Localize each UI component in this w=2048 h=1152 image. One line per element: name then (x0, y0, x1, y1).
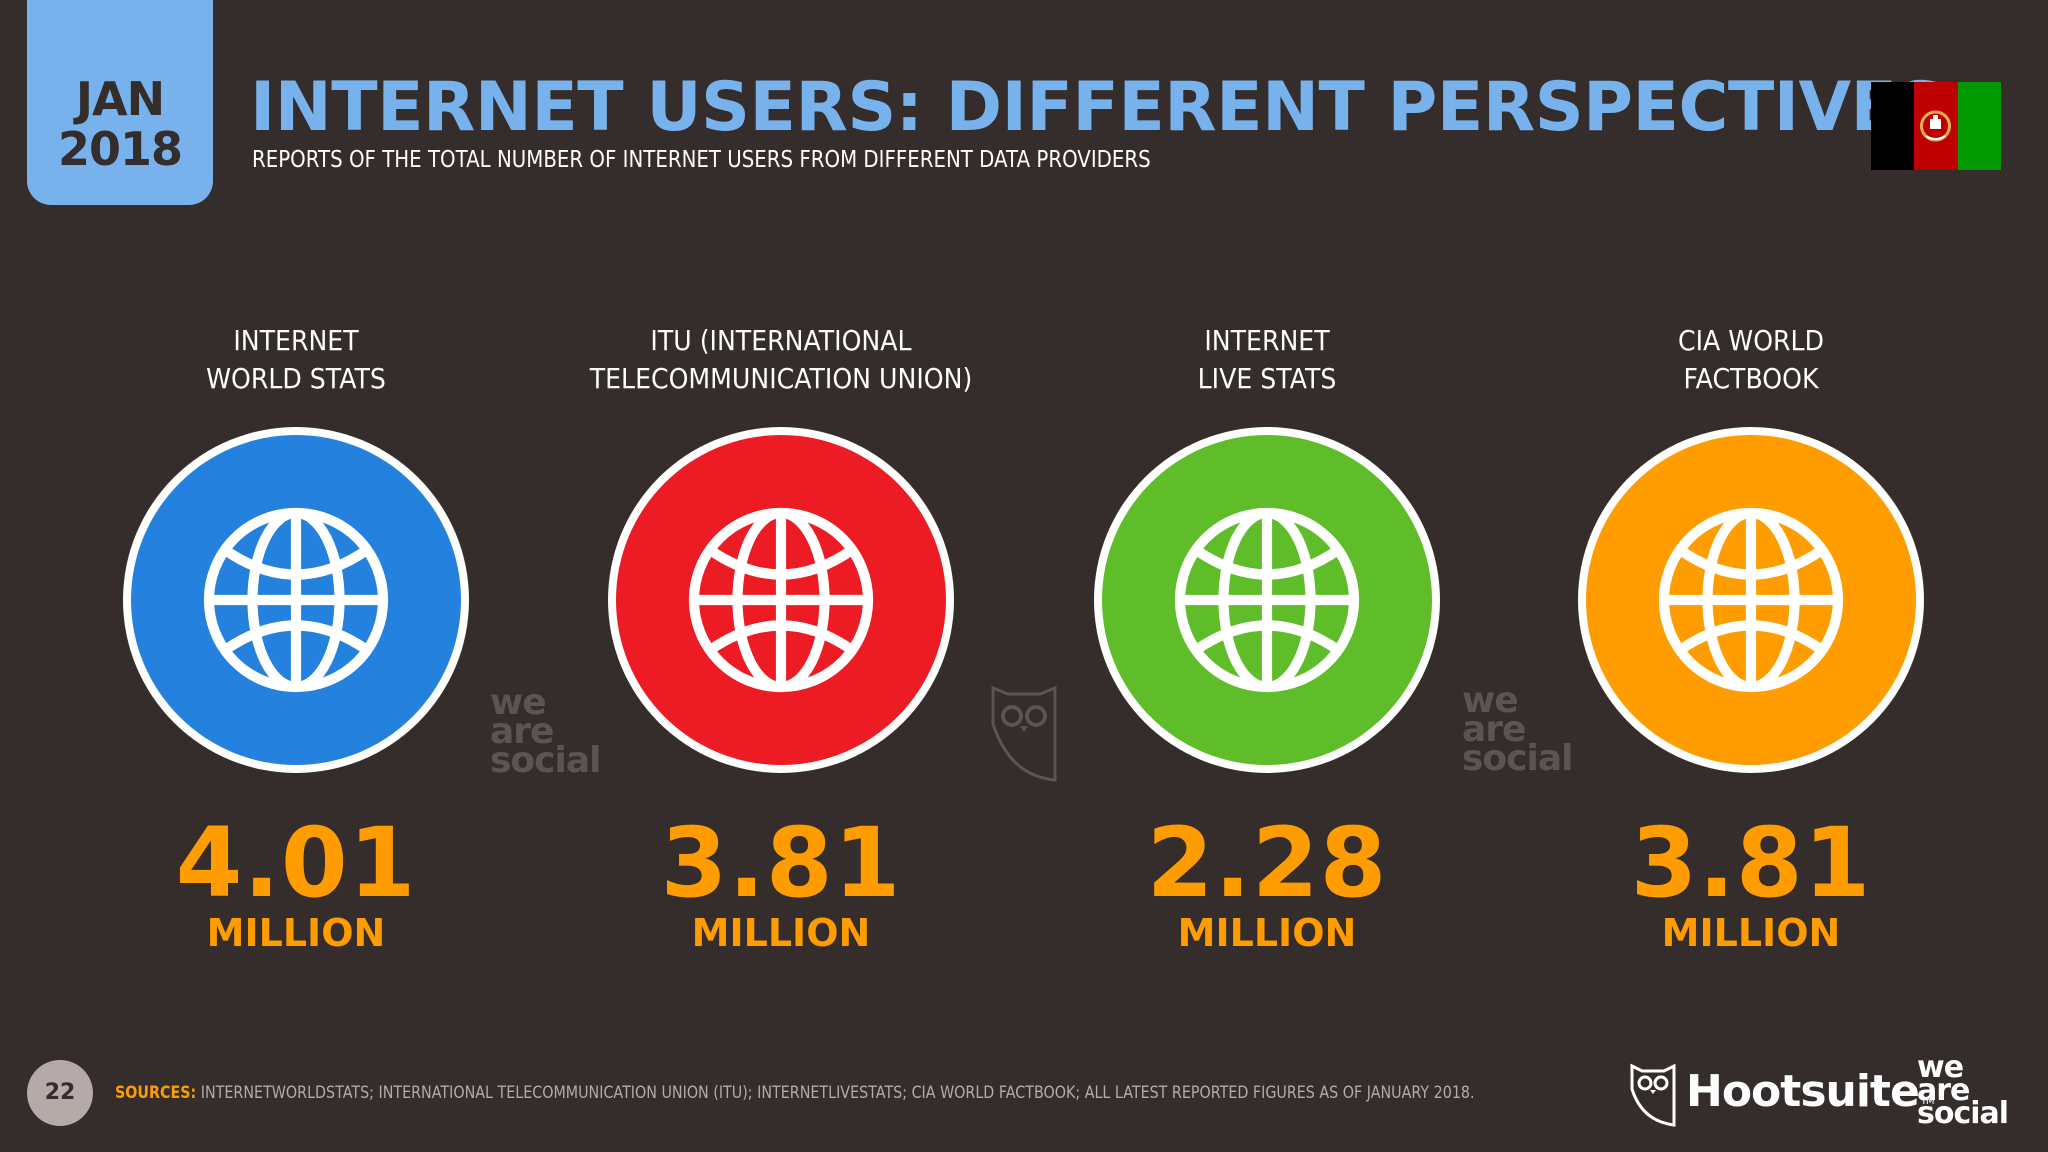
logo-line: are (1917, 1073, 1970, 1108)
provider-value: 3.81 (1630, 807, 1872, 919)
provider-label-line1: INTERNET (233, 324, 359, 357)
provider-internet-world-stats: INTERNET WORLD STATS 4.01 MILLION (56, 0, 536, 1000)
provider-label-line1: INTERNET (1204, 324, 1330, 357)
provider-label-line2: FACTBOOK (1683, 362, 1819, 395)
provider-label-line1: ITU (INTERNATIONAL (650, 324, 912, 357)
provider-label-line1: CIA WORLD (1678, 324, 1824, 357)
provider-value: 3.81 (660, 807, 902, 919)
globe-icon (1167, 500, 1367, 700)
provider-unit: MILLION (1177, 911, 1357, 955)
watermark-line: are (1462, 709, 1526, 750)
flag-stripe-black (1871, 82, 1915, 170)
provider-label: CIA WORLD FACTBOOK (1535, 322, 1967, 398)
provider-circle (123, 427, 469, 773)
provider-value: 2.28 (1146, 807, 1388, 919)
sources-text: INTERNETWORLDSTATS; INTERNATIONAL TELECO… (200, 1083, 1475, 1103)
we-are-social-logo: we are social (1917, 1050, 2009, 1131)
provider-circle (1578, 427, 1924, 773)
provider-label-line2: TELECOMMUNICATION UNION) (589, 362, 973, 395)
provider-label: ITU (INTERNATIONAL TELECOMMUNICATION UNI… (565, 322, 997, 398)
page-number: 22 (27, 1060, 93, 1126)
provider-value: 4.01 (175, 807, 417, 919)
logo-line: we (1917, 1050, 1964, 1085)
provider-itu: ITU (INTERNATIONAL TELECOMMUNICATION UNI… (541, 0, 1021, 1000)
emblem-icon (1920, 110, 1952, 142)
globe-icon (681, 500, 881, 700)
provider-disc (616, 435, 946, 765)
provider-disc (1102, 435, 1432, 765)
flag-stripe-red (1914, 82, 1958, 170)
trademark-mark: TM (1920, 1096, 1935, 1107)
provider-disc (131, 435, 461, 765)
hootsuite-logo: Hootsuite TM (1686, 1066, 1935, 1117)
watermark-line: social (1462, 738, 1573, 779)
provider-internet-live-stats: INTERNET LIVE STATS 2.28 MILLION (1027, 0, 1507, 1000)
provider-cia-world-factbook: CIA WORLD FACTBOOK 3.81 MILLION (1511, 0, 1991, 1000)
watermark-line: we (1462, 680, 1519, 721)
provider-unit: MILLION (1661, 911, 1841, 955)
watermark-line: social (490, 740, 601, 781)
we-are-social-watermark: we are social (1462, 680, 1573, 779)
globe-icon (1651, 500, 1851, 700)
globe-icon (196, 500, 396, 700)
hootsuite-wordmark: Hootsuite (1686, 1066, 1920, 1117)
flag-stripe-green (1957, 82, 2001, 170)
watermark-line: we (490, 682, 547, 723)
afghanistan-flag-icon (1871, 82, 2001, 170)
provider-label: INTERNET WORLD STATS (80, 322, 512, 398)
sources-label: SOURCES: (115, 1083, 197, 1103)
provider-label-line2: LIVE STATS (1197, 362, 1337, 395)
provider-label-line2: WORLD STATS (206, 362, 386, 395)
provider-circle (1094, 427, 1440, 773)
sources-note: SOURCES: INTERNETWORLDSTATS; INTERNATION… (115, 1081, 1475, 1105)
page-subtitle: REPORTS OF THE TOTAL NUMBER OF INTERNET … (252, 147, 1151, 173)
date-month: JAN (75, 72, 165, 126)
hootsuite-owl-watermark-icon (991, 685, 1057, 782)
provider-label: INTERNET LIVE STATS (1051, 322, 1483, 398)
provider-disc (1586, 435, 1916, 765)
page-title: INTERNET USERS: DIFFERENT PERSPECTIVES (250, 68, 1946, 147)
date-year: 2018 (57, 122, 183, 176)
provider-unit: MILLION (691, 911, 871, 955)
provider-circle (608, 427, 954, 773)
hootsuite-owl-icon (1630, 1063, 1676, 1127)
we-are-social-watermark: we are social (490, 682, 601, 781)
provider-unit: MILLION (206, 911, 386, 955)
date-badge: JAN 2018 (27, 0, 213, 205)
watermark-line: are (490, 711, 554, 752)
logo-line: social (1917, 1096, 2009, 1131)
